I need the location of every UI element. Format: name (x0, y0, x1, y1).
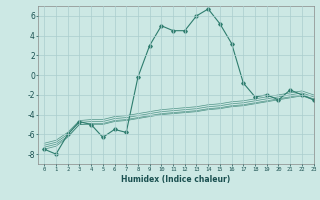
X-axis label: Humidex (Indice chaleur): Humidex (Indice chaleur) (121, 175, 231, 184)
